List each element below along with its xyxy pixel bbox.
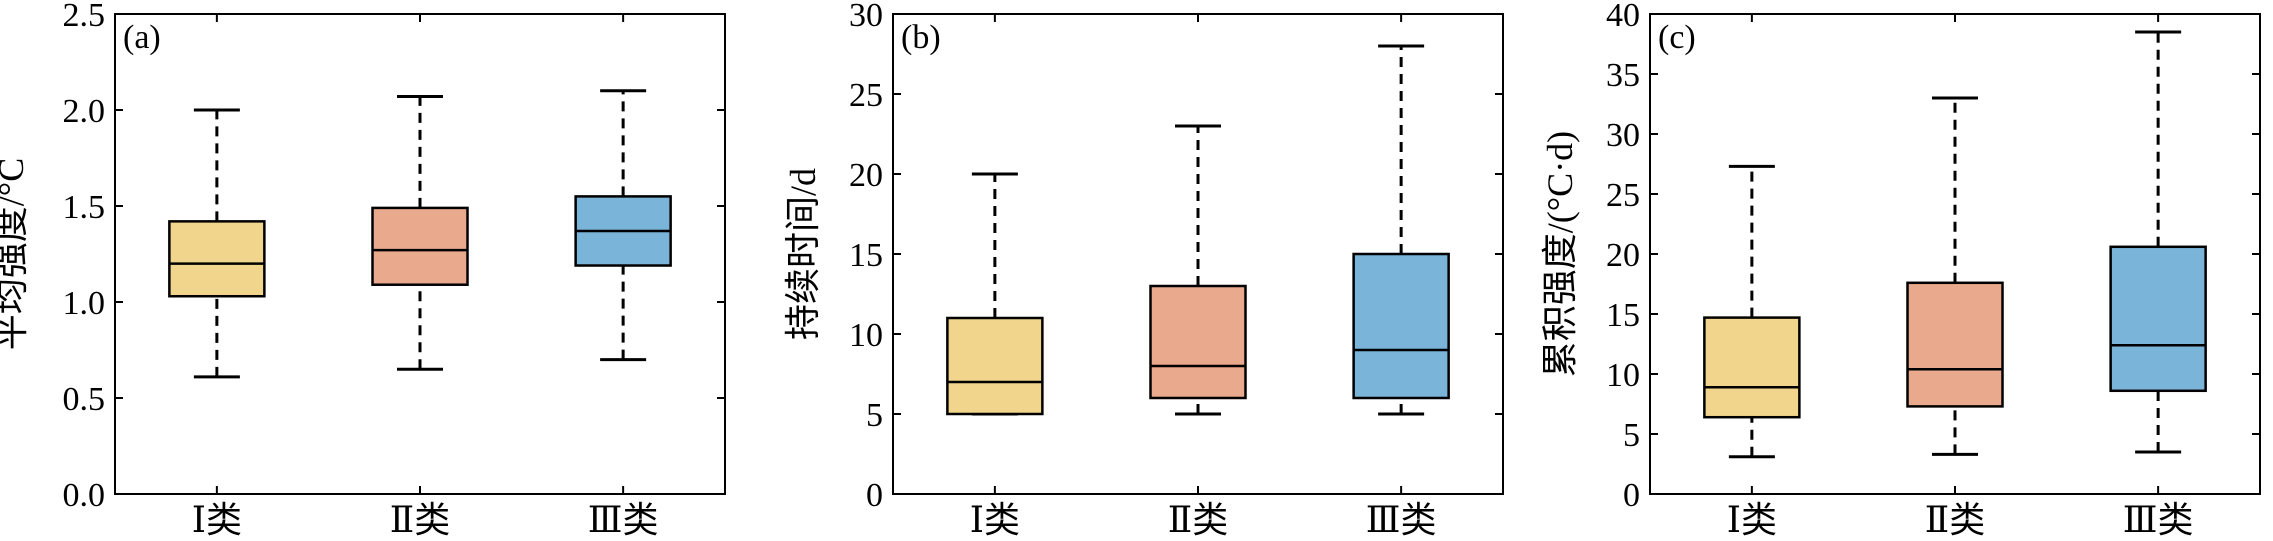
y-tick-label: 0.5 bbox=[63, 381, 106, 418]
panel-tag: (b) bbox=[901, 19, 941, 56]
y-tick-label: 1.5 bbox=[63, 189, 106, 226]
category-label: Ⅲ类 bbox=[1366, 500, 1437, 540]
category-label: Ⅰ类 bbox=[192, 500, 242, 540]
box-1 bbox=[946, 172, 1044, 416]
y-tick-label: 15 bbox=[849, 237, 883, 274]
y-tick-label: 25 bbox=[1606, 177, 1640, 214]
y-tick-label: 35 bbox=[1606, 57, 1640, 94]
box-3 bbox=[2109, 30, 2207, 454]
iqr-box bbox=[2109, 245, 2207, 393]
iqr-box bbox=[1352, 252, 1450, 400]
category-label: Ⅱ类 bbox=[1168, 500, 1228, 540]
panel-tag: (a) bbox=[123, 19, 161, 56]
y-tick-label: 1.0 bbox=[63, 285, 106, 322]
y-tick-label: 15 bbox=[1606, 297, 1640, 334]
box-3 bbox=[1352, 44, 1450, 416]
iqr-box bbox=[946, 316, 1044, 416]
y-axis-label: 持续时间/d bbox=[783, 168, 823, 340]
iqr-box bbox=[1149, 284, 1247, 400]
y-tick-label: 0 bbox=[1623, 477, 1640, 514]
y-tick-label: 20 bbox=[849, 157, 883, 194]
iqr-box bbox=[1906, 281, 2004, 408]
iqr-box bbox=[371, 206, 469, 286]
category-label: Ⅱ类 bbox=[390, 500, 450, 540]
category-label: Ⅱ类 bbox=[1925, 500, 1985, 540]
category-label: Ⅲ类 bbox=[588, 500, 659, 540]
box-1 bbox=[168, 108, 266, 379]
box-2 bbox=[1906, 96, 2004, 456]
iqr-box bbox=[1703, 316, 1801, 419]
y-tick-label: 30 bbox=[1606, 117, 1640, 154]
y-tick-label: 25 bbox=[849, 77, 883, 114]
y-tick-label: 10 bbox=[1606, 357, 1640, 394]
y-tick-label: 20 bbox=[1606, 237, 1640, 274]
y-tick-label: 40 bbox=[1606, 0, 1640, 34]
panel-a: Ⅰ类 Ⅱ类 Ⅲ类 0.0 0.5 1.0 1.5 2.0 2.5 (a) 平均强度/°C bbox=[0, 0, 726, 540]
category-label: Ⅰ类 bbox=[1727, 500, 1777, 540]
box-2 bbox=[1149, 124, 1247, 416]
y-tick-label: 2.5 bbox=[63, 0, 106, 34]
y-axis-label: 累积强度/(°C·d) bbox=[1540, 131, 1580, 377]
category-label: Ⅲ类 bbox=[2123, 500, 2194, 540]
panel-c: Ⅰ类 Ⅱ类 Ⅲ类 0 5 10 15 20 25 30 35 40 (c) 累积强度/(°C·d) bbox=[1540, 0, 2261, 540]
box-1 bbox=[1703, 164, 1801, 459]
y-tick-label: 30 bbox=[849, 0, 883, 34]
box-2 bbox=[371, 95, 469, 371]
y-tick-label: 10 bbox=[849, 317, 883, 354]
y-tick-label: 5 bbox=[1623, 417, 1640, 454]
y-axis-label: 平均强度/°C bbox=[0, 158, 31, 350]
y-tick-label: 5 bbox=[866, 397, 883, 434]
category-label: Ⅰ类 bbox=[970, 500, 1020, 540]
y-tick-label: 0 bbox=[866, 477, 883, 514]
box-3 bbox=[574, 89, 672, 362]
panel-tag: (c) bbox=[1658, 19, 1696, 56]
panel-b: Ⅰ类 Ⅱ类 Ⅲ类 0 5 10 15 20 25 30 (b) 持续时间/d bbox=[783, 0, 1504, 540]
iqr-box bbox=[168, 220, 266, 298]
y-tick-label: 0.0 bbox=[63, 477, 106, 514]
y-tick-label: 2.0 bbox=[63, 93, 106, 130]
